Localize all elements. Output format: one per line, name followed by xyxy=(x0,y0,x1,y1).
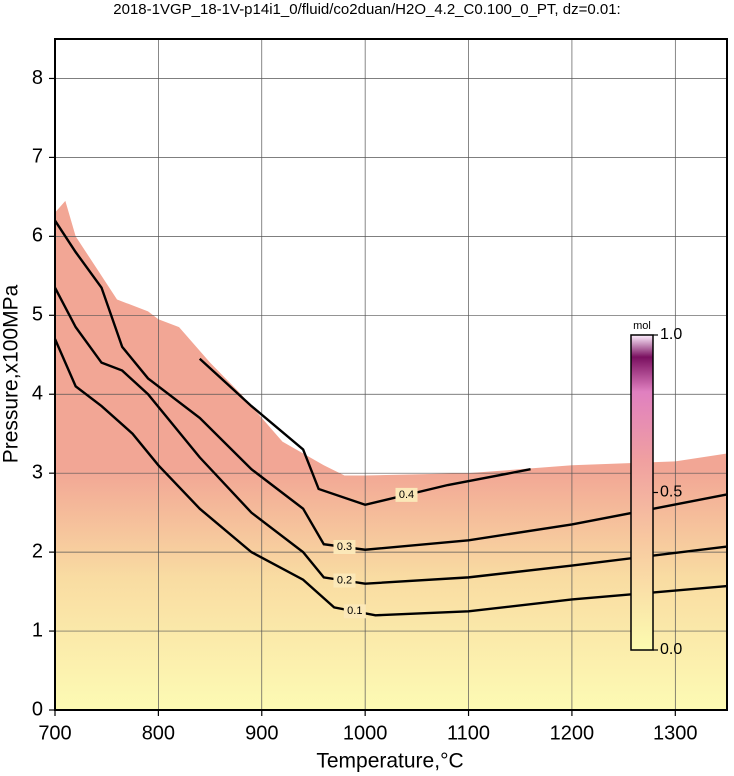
colorbar-label: mol xyxy=(633,320,651,332)
contour-label-bg xyxy=(395,487,418,502)
contour-line xyxy=(53,219,728,551)
x-tick-label: 800 xyxy=(142,722,175,744)
colorbar-tick-label: 0.0 xyxy=(660,641,682,658)
y-tick-label: 0 xyxy=(32,698,43,720)
y-tick-label: 3 xyxy=(32,461,43,483)
y-tick-label: 5 xyxy=(32,304,43,326)
colorbar-tick-label: 0.5 xyxy=(660,484,682,501)
y-axis-label: Pressure,x100MPa xyxy=(0,284,23,463)
y-tick-label: 4 xyxy=(32,383,43,405)
y-tick-label: 2 xyxy=(32,540,43,562)
contour-label: 0.3 xyxy=(337,541,352,553)
filled-region xyxy=(55,200,727,710)
contour-label: 0.1 xyxy=(347,605,362,617)
contour-line xyxy=(53,338,728,617)
contour-label-bg xyxy=(333,539,356,554)
chart-title: 2018-1VGP_18-1V-p14i1_0/fluid/co2duan/H2… xyxy=(113,1,620,18)
y-tick-label: 8 xyxy=(32,67,43,89)
x-tick-label: 1100 xyxy=(447,722,490,744)
x-tick-label: 900 xyxy=(245,722,278,744)
x-tick-label: 700 xyxy=(38,722,71,744)
y-tick-label: 6 xyxy=(32,225,43,247)
contour-label: 0.2 xyxy=(337,574,352,586)
contour-label-bg xyxy=(333,573,356,588)
y-tick-label: 1 xyxy=(32,619,43,641)
y-tick-label: 7 xyxy=(32,146,43,168)
x-tick-label: 1200 xyxy=(550,722,595,744)
contour-label-bg xyxy=(343,604,366,619)
plot-frame xyxy=(54,38,728,711)
x-tick-label: 1000 xyxy=(343,722,388,744)
contour-label: 0.4 xyxy=(399,489,414,501)
x-axis-label: Temperature,°C xyxy=(316,750,463,773)
contour-line xyxy=(53,287,728,585)
colorbar-tick-label: 1.0 xyxy=(660,326,682,343)
x-tick-label: 1300 xyxy=(653,722,698,744)
contour-line xyxy=(198,357,531,507)
colorbar xyxy=(630,334,654,651)
